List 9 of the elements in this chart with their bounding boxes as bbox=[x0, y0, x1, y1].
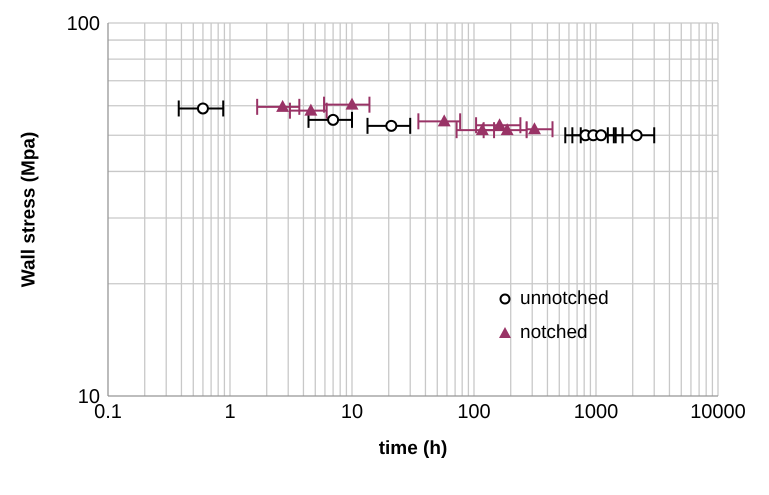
legend-label: notched bbox=[519, 322, 589, 344]
x-tick-label: 1000 bbox=[574, 401, 618, 424]
x-axis-title: time (h) bbox=[378, 438, 448, 459]
x-tick-label: 10000 bbox=[690, 401, 746, 424]
x-tick-label: 1 bbox=[224, 401, 236, 424]
legend-label: unnotched bbox=[519, 288, 609, 310]
x-tick-label: 10 bbox=[340, 401, 364, 424]
y-axis-title: Wall stress (Mpa) bbox=[18, 132, 40, 288]
x-tick-label: 100 bbox=[457, 401, 491, 424]
